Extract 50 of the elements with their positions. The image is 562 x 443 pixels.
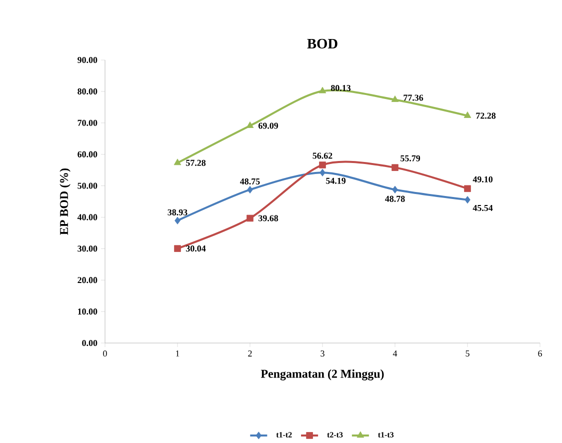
point bbox=[246, 122, 254, 128]
y-tick-label: 60.00 bbox=[78, 151, 98, 158]
y-tick-label: 90.00 bbox=[78, 56, 98, 64]
data-label: 48.75 bbox=[240, 178, 260, 185]
x-tick-label: 5 bbox=[466, 350, 470, 356]
data-label: 38.93 bbox=[168, 209, 188, 216]
y-tick-label: 10.00 bbox=[78, 308, 98, 315]
point bbox=[464, 112, 472, 118]
data-label: 54.19 bbox=[326, 178, 346, 184]
point bbox=[174, 158, 182, 166]
data-label: 49.10 bbox=[472, 176, 493, 182]
data-label: 30.04 bbox=[186, 245, 206, 252]
y-tick-label: 30.00 bbox=[78, 246, 98, 252]
y-tick-label: 20.00 bbox=[78, 277, 98, 284]
y-tick-label: 50.00 bbox=[78, 182, 98, 189]
y-tick-label: 70.00 bbox=[78, 120, 98, 126]
x-tick-label: 3 bbox=[320, 350, 324, 357]
data-label: 39.68 bbox=[258, 215, 278, 222]
x-tick-label: 0 bbox=[103, 350, 107, 357]
point bbox=[174, 245, 181, 252]
data-label: 80.13 bbox=[330, 84, 351, 92]
data-label: 57.28 bbox=[186, 160, 206, 166]
point bbox=[320, 168, 326, 176]
point bbox=[392, 186, 398, 194]
point bbox=[247, 186, 253, 194]
data-label: 45.54 bbox=[472, 204, 493, 212]
y-tick-label: 80.00 bbox=[78, 88, 98, 94]
data-label: 48.78 bbox=[385, 196, 405, 202]
point bbox=[392, 164, 398, 171]
x-tick-label: 2 bbox=[248, 350, 252, 356]
y-tick-label: 40.00 bbox=[77, 214, 98, 220]
point bbox=[246, 214, 254, 222]
data-label: 69.09 bbox=[258, 122, 278, 129]
point bbox=[464, 196, 470, 204]
x-axis-title: Pengamatan (2 Minggu) bbox=[260, 369, 384, 380]
point bbox=[464, 185, 471, 192]
x-tick-label: 6 bbox=[538, 350, 542, 357]
y-axis-title: EP BOD (%) bbox=[60, 168, 70, 235]
point bbox=[391, 96, 399, 102]
point bbox=[318, 86, 326, 94]
data-label: 72.28 bbox=[476, 112, 496, 119]
x-tick-label: 1 bbox=[176, 350, 180, 356]
data-label: 56.62 bbox=[312, 152, 332, 159]
chart-title: BOD bbox=[307, 38, 338, 49]
data-label: 77.36 bbox=[404, 94, 424, 101]
point bbox=[174, 216, 180, 224]
data-label: 55.79 bbox=[400, 155, 420, 162]
point bbox=[319, 162, 326, 168]
y-tick-label: 0.00 bbox=[82, 340, 98, 346]
x-tick-label: 4 bbox=[392, 350, 398, 356]
